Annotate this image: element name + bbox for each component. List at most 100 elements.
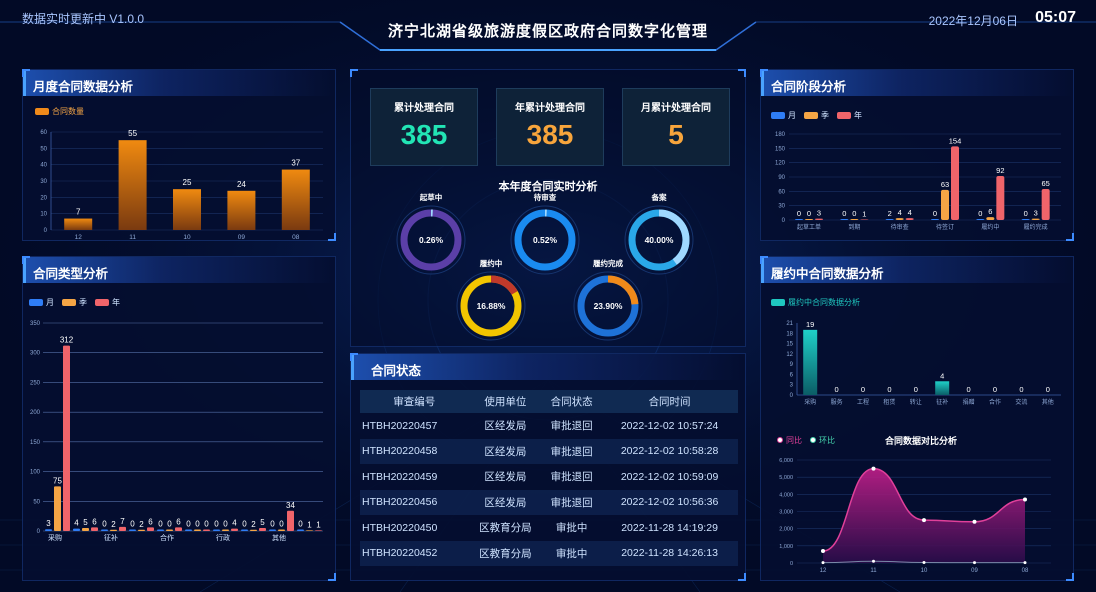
panel-title: 合同状态 xyxy=(371,364,422,378)
panel-title: 合同阶段分析 xyxy=(771,80,847,94)
table-row[interactable]: HTBH20220457 区经发局 审批退回 2022-12-02 10:57:24 xyxy=(362,419,719,433)
x-tick-label: 09 xyxy=(238,234,246,241)
ring-label: 备案 xyxy=(651,192,667,202)
bar xyxy=(315,530,322,531)
bar-value-label: 2 xyxy=(888,209,892,218)
bar xyxy=(297,529,304,531)
bar-value-label: 6 xyxy=(148,517,153,526)
legend-item[interactable]: 合同数量 xyxy=(35,106,84,117)
data-point xyxy=(922,518,926,523)
bar-value-label: 0 xyxy=(195,520,200,529)
legend-item-year[interactable]: 年 xyxy=(95,297,120,308)
bar xyxy=(951,146,959,220)
bar xyxy=(278,529,285,531)
bar xyxy=(306,530,313,531)
bar-value-label: 0 xyxy=(1019,385,1023,394)
bar xyxy=(805,219,813,220)
bar-value-label: 0 xyxy=(1046,385,1050,394)
x-tick-label: 转让 xyxy=(910,398,922,406)
column-header[interactable]: 合同状态 xyxy=(542,390,602,413)
bar xyxy=(73,528,80,531)
data-point xyxy=(872,559,875,563)
ring-value: 23.90% xyxy=(594,301,623,311)
data-point xyxy=(1023,497,1027,502)
legend-item-mom[interactable]: 环比 xyxy=(810,435,835,446)
y-tick-label: 0 xyxy=(782,218,786,224)
y-tick-label: 30 xyxy=(778,204,785,210)
y-tick-label: 180 xyxy=(775,132,786,138)
bar xyxy=(64,218,93,230)
bar-value-label: 0 xyxy=(887,385,891,394)
table-row[interactable]: HTBH20220458 区经发局 审批退回 2022-12-02 10:58:28 xyxy=(360,438,738,464)
legend-item-quarter[interactable]: 季 xyxy=(804,110,829,121)
y-tick-label: 10 xyxy=(40,212,47,218)
y-tick-label: 3,000 xyxy=(779,510,793,516)
bar xyxy=(82,528,89,531)
table-row[interactable]: HTBH20220450 区教育分局 审批中 2022-11-28 14:19:29 xyxy=(362,521,718,535)
x-tick-label: 捐赠 xyxy=(963,398,975,406)
bar-value-label: 4 xyxy=(74,519,79,528)
legend-item-yoy[interactable]: 同比 xyxy=(777,435,802,446)
y-tick-label: 300 xyxy=(30,351,41,357)
table-row[interactable]: HTBH20220456 区经发局 审批退回 2022-12-02 10:56:36 xyxy=(360,489,738,515)
page-title: 济宁北湖省级旅游度假区政府合同数字化管理 xyxy=(387,23,708,40)
panel-header: 合同状态 xyxy=(351,354,745,380)
bar-value-label: 92 xyxy=(996,166,1004,175)
data-point xyxy=(922,560,926,564)
bar xyxy=(941,189,949,220)
top-bar: 数据实时更新中 V1.0.0 济宁北湖省级旅游度假区政府合同数字化管理 2022… xyxy=(0,0,1096,60)
chart-legend: 履约中合同数据分析 xyxy=(771,297,860,308)
bar xyxy=(175,527,182,531)
bar-value-label: 5 xyxy=(260,518,265,527)
bar xyxy=(931,219,939,220)
compare-title: 合同数据对比分析 xyxy=(885,436,958,446)
ring-outline xyxy=(573,271,643,341)
x-tick-label: 11 xyxy=(870,568,877,574)
bar xyxy=(269,529,276,531)
bar-value-label: 0 xyxy=(861,385,865,394)
current-date: 2022年12月06日 xyxy=(928,14,1018,28)
bar-value-label: 1 xyxy=(862,210,866,219)
legend-item-quarter[interactable]: 季 xyxy=(62,297,87,308)
y-tick-label: 3 xyxy=(790,383,794,389)
x-tick-label: 待审查 xyxy=(891,223,909,231)
bar xyxy=(173,189,201,230)
bar-value-label: 63 xyxy=(941,180,949,189)
y-tick-label: 200 xyxy=(30,410,41,416)
bar xyxy=(250,529,257,531)
ring-progress xyxy=(400,209,462,271)
column-header[interactable]: 合同时间 xyxy=(601,390,738,413)
y-tick-label: 50 xyxy=(33,499,40,505)
bar-value-label: 2 xyxy=(111,520,116,529)
ring-progress xyxy=(514,209,576,271)
bar xyxy=(1021,219,1030,220)
data-point xyxy=(972,519,977,524)
stat-value: 385 xyxy=(400,119,448,150)
ring-value: 16.88% xyxy=(477,301,506,311)
stat-year-contracts: 年累计处理合同 385 xyxy=(496,88,604,166)
y-tick-label: 120 xyxy=(775,161,786,167)
table-row[interactable]: HTBH20220459 区经发局 审批退回 2022-12-02 10:59:09 xyxy=(362,470,719,484)
legend-item-month[interactable]: 月 xyxy=(771,110,796,121)
x-tick-label: 合作 xyxy=(160,533,174,542)
ring-label: 起草中 xyxy=(419,192,443,202)
bar-value-label: 0 xyxy=(279,520,284,529)
legend-item-month[interactable]: 月 xyxy=(29,297,54,308)
legend-item-year[interactable]: 年 xyxy=(837,110,862,121)
bar xyxy=(815,218,823,220)
column-header[interactable]: 使用单位 xyxy=(468,390,543,413)
column-header[interactable]: 审查编号 xyxy=(360,390,469,413)
x-tick-label: 起草工单 xyxy=(797,223,821,231)
bar xyxy=(222,529,229,531)
bar-value-label: 7 xyxy=(76,208,81,217)
contract-stage-panel: 合同阶段分析 月 季 年 0 30 60 90 120 150 180 0 0 3 起草工单 0 0 1 到… xyxy=(760,69,1074,241)
bar xyxy=(996,176,1005,220)
y-tick-label: 60 xyxy=(40,130,47,136)
ring-label: 履约中 xyxy=(479,258,503,268)
y-tick-label: 0 xyxy=(37,529,41,535)
table-row[interactable]: HTBH20220452 区教育分局 审批中 2022-11-28 14:26:13 xyxy=(360,540,738,566)
legend-item[interactable]: 履约中合同数据分析 xyxy=(771,297,860,308)
bar-value-label: 0 xyxy=(186,520,191,529)
realtime-title: 本年度合同实时分析 xyxy=(498,181,598,193)
